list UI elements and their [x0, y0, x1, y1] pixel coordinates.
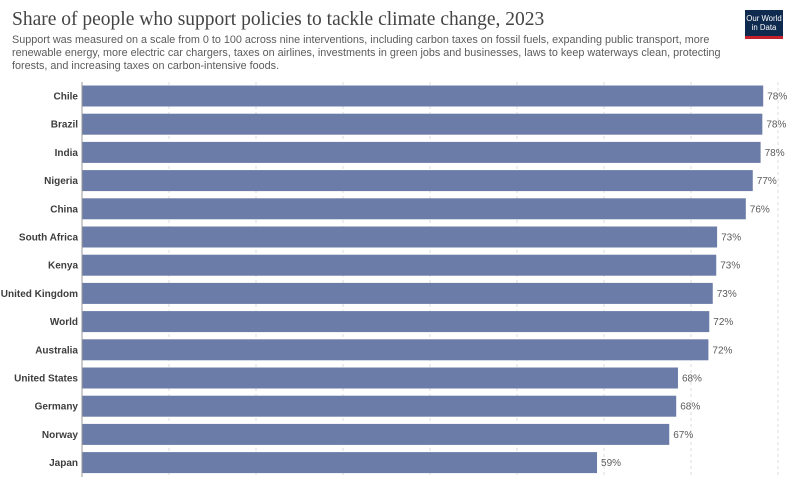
category-label: Australia	[35, 345, 78, 356]
value-label: 77%	[757, 176, 777, 187]
chart-subtitle: Support was measured on a scale from 0 t…	[12, 34, 721, 72]
category-label: India	[55, 148, 79, 159]
bar-south-africa[interactable]	[82, 226, 718, 248]
category-label: United States	[14, 374, 78, 385]
bar-germany[interactable]	[82, 395, 677, 417]
bar-kenya[interactable]	[82, 254, 717, 276]
bar-united-states[interactable]	[82, 367, 678, 389]
bar-china[interactable]	[82, 198, 746, 220]
logo-line-2: in Data	[751, 23, 777, 32]
category-label: South Africa	[19, 233, 79, 244]
category-label: United Kingdom	[1, 289, 78, 300]
category-label: Germany	[35, 402, 79, 413]
category-label: Nigeria	[44, 176, 78, 187]
category-label: Japan	[49, 458, 78, 469]
bar-chile[interactable]	[82, 85, 764, 107]
logo-line-1: Our World	[746, 14, 782, 23]
value-label: 68%	[680, 402, 700, 413]
category-label: Kenya	[48, 261, 78, 272]
value-label: 73%	[721, 233, 741, 244]
chart-title: Share of people who support policies to …	[12, 9, 545, 30]
value-label: 76%	[750, 204, 770, 215]
value-label: 72%	[713, 317, 733, 328]
bar-norway[interactable]	[82, 423, 670, 445]
value-label: 67%	[673, 430, 693, 441]
bar-india[interactable]	[82, 141, 761, 163]
value-label: 73%	[717, 289, 737, 300]
value-label: 73%	[720, 261, 740, 272]
value-label: 72%	[712, 345, 732, 356]
category-label: Norway	[42, 430, 79, 441]
category-label: World	[50, 317, 78, 328]
bar-world[interactable]	[82, 311, 710, 333]
value-label: 68%	[682, 374, 702, 385]
value-label: 78%	[767, 92, 787, 103]
bar-nigeria[interactable]	[82, 170, 753, 192]
value-label: 78%	[765, 148, 785, 159]
category-label: China	[50, 204, 78, 215]
category-label: Chile	[54, 92, 79, 103]
value-label: 78%	[766, 120, 786, 131]
bar-united-kingdom[interactable]	[82, 282, 713, 304]
bar-japan[interactable]	[82, 452, 598, 474]
bar-brazil[interactable]	[82, 113, 763, 135]
category-label: Brazil	[51, 120, 78, 131]
owid-logo[interactable]: Our World in Data	[745, 10, 783, 39]
value-label: 59%	[601, 458, 621, 469]
bar-australia[interactable]	[82, 339, 709, 361]
